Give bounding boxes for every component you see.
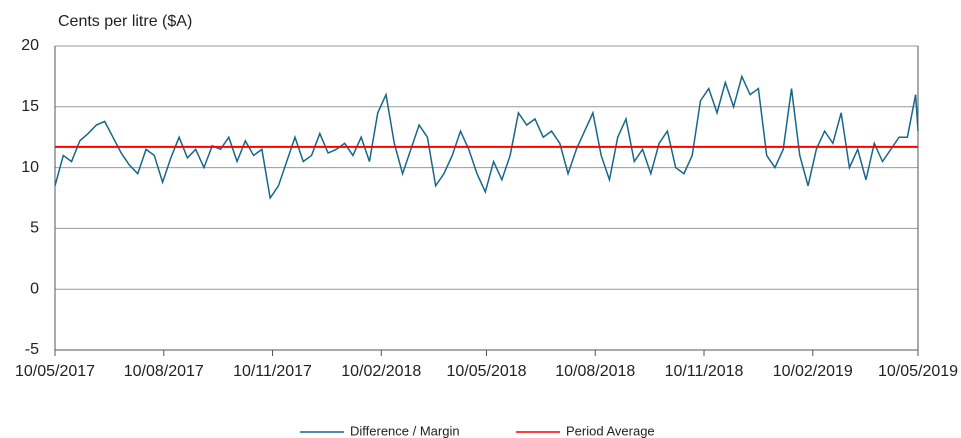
y-tick-label: -5 — [25, 341, 39, 358]
legend-label: Period Average — [566, 423, 655, 438]
y-axis-label: Cents per litre ($A) — [58, 13, 192, 30]
x-tick-label: 10/08/2017 — [124, 363, 204, 380]
x-tick-label: 10/05/2018 — [446, 363, 526, 380]
y-tick-label: 15 — [21, 98, 39, 115]
y-tick-label: 5 — [30, 220, 39, 237]
y-tick-label: 0 — [30, 280, 39, 297]
x-tick-label: 10/05/2017 — [15, 363, 95, 380]
x-tick-label: 10/05/2019 — [878, 363, 958, 380]
x-tick-label: 10/02/2019 — [773, 363, 853, 380]
y-tick-label: 10 — [21, 159, 39, 176]
x-tick-label: 10/11/2018 — [665, 363, 744, 380]
x-tick-label: 10/11/2017 — [233, 363, 312, 380]
legend-label: Difference / Margin — [350, 423, 460, 438]
line-series — [54, 74, 919, 200]
x-tick-label: 10/08/2018 — [555, 363, 635, 380]
x-tick-label: 10/02/2018 — [341, 363, 421, 380]
y-tick-label: 20 — [21, 37, 39, 54]
